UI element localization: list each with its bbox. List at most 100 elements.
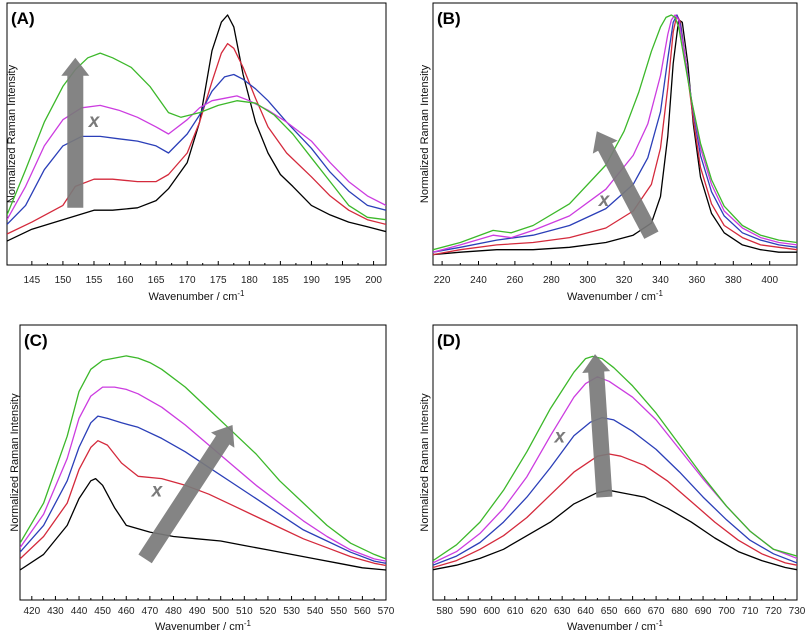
x-axis-title: Wavenumber / cm-1 [567,619,664,633]
trend-arrow [61,57,90,208]
x-tick-label: 590 [460,606,477,617]
trend-arrow [592,131,659,239]
series-line-5 [20,355,386,560]
x-tick-label: 510 [236,606,253,617]
series-line-4 [20,386,386,562]
x-tick-label: 360 [689,275,706,286]
plot-frame [6,2,387,266]
x-tick-label: 700 [718,606,735,617]
x-axis-title: Wavenumber / cm-1 [155,619,252,633]
x-tick-label: 220 [434,275,451,286]
series-line-4 [433,376,797,564]
series-line-2 [433,453,797,569]
x-tick-label: 280 [543,275,560,286]
x-axis-title: Wavenumber / cm-1 [149,289,246,303]
series-group [433,355,797,571]
y-axis-title: Normalized Raman Intensity [6,64,18,203]
x-tick-label: 145 [24,275,41,286]
x-tick-label: 400 [761,275,778,286]
series-line-2 [433,14,797,256]
x-tick-label: 190 [303,275,320,286]
series-group [7,14,386,242]
x-axis-title-sup: -1 [244,619,252,628]
arrow-x-label: x [151,480,164,501]
x-tick-label: 420 [23,606,40,617]
x-tick-label: 175 [210,275,227,286]
plot-frame [432,2,798,266]
x-tick-label: 600 [483,606,500,617]
x-tick-label: 550 [330,606,347,617]
x-tick-label: 450 [94,606,111,617]
series-line-5 [433,14,797,251]
x-tick-label: 155 [86,275,103,286]
plot-frame [432,324,798,601]
series-line-3 [20,415,386,564]
panel-2: 220 240 260 280 300 320 340 360 380 400 Wavenumber… [419,2,798,303]
x-tick-label: 640 [577,606,594,617]
series-line-2 [7,42,386,235]
x-tick-label: 490 [189,606,206,617]
series-group [433,14,797,256]
panel-3: 420 430 440 450 460 470 480 490 500 510 520 530 540 5… [9,324,395,633]
series-group [20,355,386,571]
series-line-2 [20,440,386,567]
series-line-3 [433,416,797,566]
x-tick-label: 500 [212,606,229,617]
series-line-3 [7,73,386,225]
x-tick-label: 540 [307,606,324,617]
x-tick-label: 560 [354,606,371,617]
x-tick-label: 520 [260,606,277,617]
x-tick-label: 200 [365,275,382,286]
panel-label: (B) [437,9,461,28]
x-tick-label: 570 [378,606,395,617]
x-tick-label: 610 [507,606,524,617]
series-line-4 [433,14,797,253]
x-tick-label: 690 [695,606,712,617]
arrow-x-label: x [554,427,567,448]
x-tick-label: 710 [742,606,759,617]
x-tick-label: 440 [71,606,88,617]
x-axis-title-text: Wavenumber / cm [155,621,244,633]
trend-arrow [582,354,613,498]
x-tick-label: 160 [117,275,134,286]
series-line-1 [433,489,797,571]
series-line-1 [433,19,797,256]
x-tick-label: 380 [725,275,742,286]
x-axis-title-sup: -1 [656,289,664,298]
x-tick-label: 260 [507,275,524,286]
y-axis-title: Normalized Raman Intensity [419,64,431,203]
x-tick-label: 460 [118,606,135,617]
panel-label: (D) [437,331,461,350]
panel-label: (A) [11,9,35,28]
x-tick-label: 680 [671,606,688,617]
x-tick-label: 530 [283,606,300,617]
arrow-x-label: x [598,190,611,211]
x-tick-label: 150 [55,275,72,286]
x-tick-label: 630 [554,606,571,617]
x-tick-label: 170 [179,275,196,286]
x-tick-label: 185 [272,275,289,286]
x-tick-label: 240 [470,275,487,286]
x-tick-label: 620 [530,606,547,617]
x-axis-title-sup: -1 [656,619,664,628]
x-tick-label: 470 [142,606,159,617]
series-line-4 [7,95,386,221]
x-axis-title-text: Wavenumber / cm [567,291,656,303]
x-axis-title-text: Wavenumber / cm [149,291,238,303]
y-axis-title: Normalized Raman Intensity [419,393,431,532]
x-tick-label: 180 [241,275,258,286]
x-tick-label: 340 [652,275,669,286]
plot-frame [19,324,387,601]
x-axis-title: Wavenumber / cm-1 [567,289,664,303]
arrow-x-label: x [88,111,101,132]
x-tick-label: 430 [47,606,64,617]
x-axis-title-sup: -1 [237,289,245,298]
x-tick-label: 480 [165,606,182,617]
series-line-5 [433,355,797,562]
x-tick-label: 320 [616,275,633,286]
trend-arrow [138,425,235,564]
series-line-1 [7,14,386,242]
x-tick-label: 580 [436,606,453,617]
panel-label: (C) [24,331,48,350]
